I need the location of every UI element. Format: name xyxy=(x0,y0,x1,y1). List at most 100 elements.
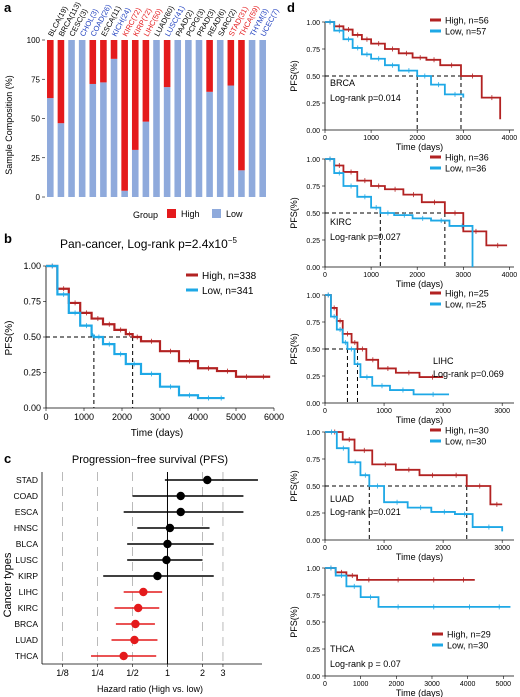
panel-d-ylabel: PFS(%) xyxy=(289,333,299,365)
panel-b-ylabel: PFS(%) xyxy=(4,321,15,356)
bar-high xyxy=(57,40,65,124)
legend-low-swatch xyxy=(212,209,221,218)
x-tick-label: 2000 xyxy=(389,681,405,688)
panel-d-xlabel: Time (days) xyxy=(396,142,443,152)
km-curve-low xyxy=(325,431,504,532)
bar-low xyxy=(142,121,150,197)
y-tick-label: 0.25 xyxy=(306,238,320,245)
legend-label: Low, n=30 xyxy=(447,641,488,651)
forest-row-label: LUAD xyxy=(15,635,38,645)
km-curve-low xyxy=(325,567,511,608)
panel-d-ylabel: PFS(%) xyxy=(289,606,299,638)
panel-d-pvalue: Log-rank p=0.027 xyxy=(330,232,401,242)
y-tick-label: 1.00 xyxy=(306,20,320,27)
forest-point xyxy=(162,555,171,565)
panel-d-ylabel: PFS(%) xyxy=(289,60,299,92)
x-tick-label: 6000 xyxy=(264,412,284,422)
forest-point xyxy=(130,635,139,645)
forest-row-label: BLCA xyxy=(16,539,39,549)
km-curve-high xyxy=(46,264,271,378)
y-tick-label: 0.25 xyxy=(23,368,41,378)
bar-low xyxy=(47,98,54,197)
panel-b-xlabel: Time (days) xyxy=(131,428,183,439)
panel-b-title-main: Pan-cancer, Log-rank p=2.4x10 xyxy=(60,237,228,251)
x-tick-label: 1000 xyxy=(376,408,392,415)
panel-a-ytick-label: 50 xyxy=(31,115,40,124)
bar-low xyxy=(259,40,266,197)
y-tick-label: 0.00 xyxy=(306,128,320,135)
legend-label: High, n=30 xyxy=(445,426,489,436)
x-tick-label: 3000 xyxy=(494,545,510,552)
legend-low-label: Low xyxy=(226,209,243,219)
y-tick-label: 1.00 xyxy=(306,566,320,573)
forest-point xyxy=(203,475,212,485)
panel-d-km-plots: 0.00 0.25 0.50 0.75 1.00 0 1000 2000 3000 4000 PFS… xyxy=(289,16,517,697)
km-panel-brca: 0.00 0.25 0.50 0.75 1.00 0 1000 2000 3000 4000 PFS… xyxy=(289,16,517,153)
legend-high-swatch xyxy=(167,209,176,218)
bar-high xyxy=(110,40,118,59)
bar-high xyxy=(206,40,213,92)
forest-point xyxy=(176,507,185,517)
bar-low xyxy=(153,40,160,197)
km-curve-high xyxy=(325,21,502,120)
x-tick-label: 4000 xyxy=(188,412,208,422)
panel-d-ylabel: PFS(%) xyxy=(289,470,299,502)
bar-high xyxy=(131,40,139,150)
panel-d-pvalue: Log-rank p=0.014 xyxy=(330,93,401,103)
panel-a-bars xyxy=(47,40,266,198)
km-curve-low xyxy=(325,158,474,267)
legend-label: High, n=36 xyxy=(445,153,489,163)
y-tick-label: 0.75 xyxy=(306,593,320,600)
y-tick-label: 0.00 xyxy=(23,403,41,413)
panel-c-xlabel: Hazard ratio (High vs. low) xyxy=(97,684,203,694)
x-tick-label: 0 xyxy=(43,412,48,422)
legend-label: High, n=29 xyxy=(447,630,491,640)
panel-letter-a: a xyxy=(4,0,12,15)
km-curve-high xyxy=(325,431,503,506)
bar-high xyxy=(121,40,128,191)
km-curve-low xyxy=(325,294,450,396)
x-tick-label: 0 xyxy=(323,135,327,142)
panel-letter-c: c xyxy=(4,451,11,466)
panel-a-category-labels: BLCA(19)BRCA(113)CESC(3)CHOL(3)COAD(26)E… xyxy=(46,0,281,38)
panel-d-cancer-label: LUAD xyxy=(330,494,355,504)
x-tick-label: 3000 xyxy=(456,272,472,279)
x-tick-label: 1/2 xyxy=(126,668,139,678)
x-tick-label: 1/8 xyxy=(56,668,69,678)
panel-b-legend-low: Low, n=341 xyxy=(202,286,254,297)
panel-b-km-plot: 0.00 0.25 0.50 0.75 1.00 0 1000 2000 3000 4000 500… xyxy=(23,261,284,422)
legend-label: Low, n=36 xyxy=(445,164,486,174)
panel-letter-d: d xyxy=(287,0,295,15)
km-panel-kirc: 0.00 0.25 0.50 0.75 1.00 0 1000 2000 3000 4000 PFS… xyxy=(289,153,517,290)
y-tick-label: 0.00 xyxy=(306,674,320,681)
x-tick-label: 2000 xyxy=(435,545,451,552)
y-tick-label: 0.00 xyxy=(306,265,320,272)
y-tick-label: 0.75 xyxy=(306,47,320,54)
x-tick-label: 0 xyxy=(323,545,327,552)
bar-low xyxy=(89,83,97,197)
panel-c-title: Progression−free survival (PFS) xyxy=(72,454,228,466)
forest-point xyxy=(119,651,128,661)
panel-d-xlabel: Time (days) xyxy=(396,688,443,697)
panel-a-ytick-label: 75 xyxy=(31,75,40,84)
y-tick-label: 0.50 xyxy=(306,620,320,627)
y-tick-label: 0.25 xyxy=(306,647,320,654)
bar-low xyxy=(78,40,86,197)
legend-label: High, n=25 xyxy=(445,289,489,299)
x-tick-label: 4000 xyxy=(502,272,518,279)
x-tick-label: 3000 xyxy=(494,408,510,415)
panel-d-xlabel: Time (days) xyxy=(396,279,443,289)
bar-low xyxy=(248,40,256,197)
forest-row-label: KIRC xyxy=(18,603,38,613)
forest-row-label: STAD xyxy=(16,475,38,485)
x-tick-label: 1 xyxy=(165,668,170,678)
panel-d-cancer-label: THCA xyxy=(330,644,355,654)
legend-label: Low, n=30 xyxy=(445,437,486,447)
x-tick-label: 0 xyxy=(323,408,327,415)
bar-high xyxy=(238,40,245,171)
bar-low xyxy=(57,123,65,197)
x-tick-label: 0 xyxy=(323,681,327,688)
legend-label: High, n=56 xyxy=(445,16,489,26)
bar-high xyxy=(227,40,235,86)
forest-point xyxy=(134,603,143,613)
